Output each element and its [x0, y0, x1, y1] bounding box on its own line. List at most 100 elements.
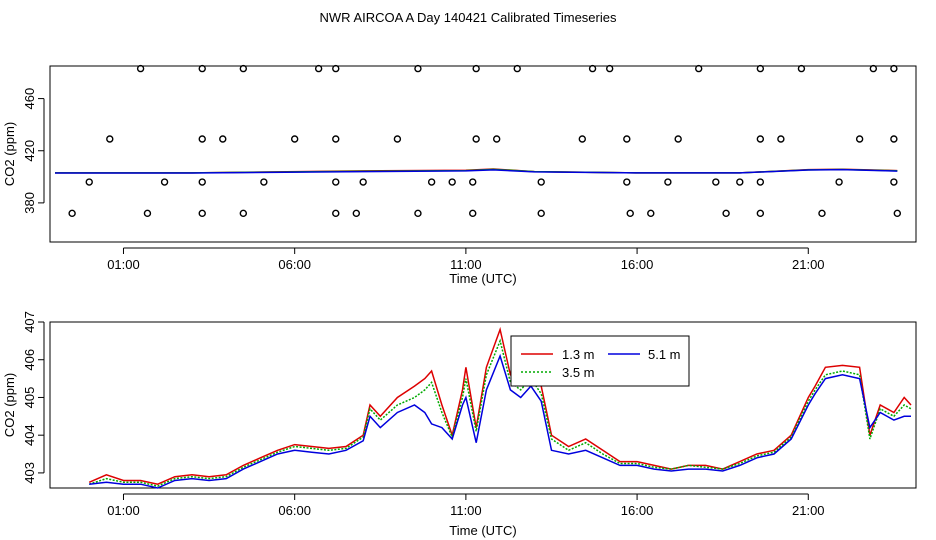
top-panel-x-tick-label: 06:00	[278, 257, 311, 272]
reference-point	[469, 178, 477, 186]
reference-point	[332, 64, 340, 73]
legend-label-1-3m: 1.3 m	[562, 347, 595, 362]
bottom-panel-x-tick-label: 11:00	[450, 503, 482, 518]
legend-label-3-5m: 3.5 m	[562, 365, 595, 380]
reference-point	[513, 64, 521, 73]
top-panel-y-tick-label: 380	[22, 192, 37, 214]
reference-point	[414, 209, 422, 218]
reference-point	[893, 209, 902, 218]
reference-point	[722, 209, 730, 218]
legend-label-5-1m: 5.1 m	[648, 347, 681, 362]
bottom-panel-y-label: CO2 (ppm)	[2, 373, 17, 437]
reference-point	[647, 209, 655, 218]
bottom-panel-x-axis: 01:00 06:00 11:00 16:00 21:00	[107, 493, 825, 518]
reference-point	[835, 178, 843, 186]
reference-point	[756, 135, 765, 143]
reference-point	[198, 209, 206, 218]
bottom-panel-frame	[49, 321, 917, 489]
reference-point	[855, 135, 864, 143]
reference-point	[290, 135, 299, 143]
top-panel-y-tick-label: 420	[22, 140, 37, 162]
reference-point	[198, 178, 206, 186]
reference-point	[68, 209, 76, 218]
reference-point	[260, 178, 268, 186]
reference-point	[623, 178, 631, 186]
reference-point	[143, 209, 152, 218]
top-panel-series-line-2	[55, 168, 898, 174]
reference-point	[756, 64, 765, 73]
top-panel-y-axis: 380 420 460	[22, 88, 45, 214]
reference-point	[626, 209, 634, 218]
bottom-panel-y-tick-label: 405	[22, 387, 37, 409]
reference-point	[448, 178, 456, 186]
top-panel: 01:00 06:00 11:00 16:00 21:00 380 420 460 Time…	[2, 64, 917, 286]
reference-point	[106, 135, 114, 143]
reference-point	[605, 64, 614, 73]
top-panel-y-label: CO2 (ppm)	[2, 122, 17, 186]
reference-point	[578, 135, 586, 143]
series-line-1-3-m	[88, 326, 912, 485]
top-panel-x-tick-label: 16:00	[621, 257, 654, 272]
reference-point	[198, 135, 206, 143]
top-panel-series	[55, 168, 898, 174]
reference-point	[712, 178, 720, 186]
reference-point	[472, 64, 480, 73]
reference-point	[219, 135, 227, 143]
reference-point	[359, 178, 367, 186]
reference-point	[136, 64, 145, 73]
top-panel-frame	[49, 65, 917, 243]
reference-point	[427, 178, 436, 186]
reference-point	[332, 209, 340, 218]
reference-point	[869, 64, 878, 73]
reference-point	[492, 135, 501, 143]
bottom-panel-x-label: Time (UTC)	[449, 523, 516, 538]
reference-point	[239, 209, 248, 218]
reference-point	[314, 64, 323, 73]
series-line-3-5-m	[88, 338, 912, 487]
reference-point	[890, 135, 898, 143]
reference-point	[537, 209, 545, 218]
bottom-panel-y-tick-label: 407	[22, 311, 37, 333]
reference-point	[623, 135, 631, 143]
bottom-panel-y-axis: 403 404 405 406 407	[22, 311, 45, 484]
reference-point	[198, 64, 206, 73]
series-line-5-1-m	[89, 353, 911, 489]
reference-point	[588, 64, 597, 73]
bottom-panel-x-tick-label: 16:00	[621, 503, 654, 518]
top-panel-x-tick-label: 01:00	[107, 257, 140, 272]
reference-point	[777, 135, 785, 143]
reference-point	[890, 64, 898, 73]
reference-point	[756, 209, 765, 218]
reference-point	[332, 178, 340, 186]
reference-point	[695, 64, 703, 73]
legend: 1.3 m 3.5 m 5.1 m	[510, 335, 690, 387]
reference-point	[890, 178, 898, 186]
reference-point	[664, 178, 672, 186]
reference-point	[393, 135, 402, 143]
reference-point	[756, 178, 765, 186]
bottom-panel-y-tick-label: 406	[22, 349, 37, 371]
reference-point	[818, 209, 826, 218]
reference-point	[352, 209, 361, 218]
top-panel-reference-points	[68, 64, 902, 218]
reference-point	[160, 178, 169, 186]
reference-point	[736, 178, 744, 186]
top-panel-x-axis: 01:00 06:00 11:00 16:00 21:00	[107, 247, 825, 272]
top-panel-x-tick-label: 11:00	[450, 257, 482, 272]
reference-point	[332, 135, 340, 143]
bottom-panel-x-tick-label: 06:00	[278, 503, 311, 518]
top-panel-y-tick-label: 460	[22, 88, 37, 110]
top-panel-x-label: Time (UTC)	[449, 271, 516, 286]
bottom-panel-x-tick-label: 21:00	[792, 503, 825, 518]
bottom-panel-y-tick-label: 404	[22, 424, 37, 446]
bottom-panel-series	[88, 326, 912, 489]
reference-point	[674, 135, 682, 143]
chart-title: NWR AIRCOA A Day 140421 Calibrated Times…	[320, 10, 617, 25]
reference-point	[414, 64, 422, 73]
bottom-panel: 01:00 06:00 11:00 16:00 21:00 40340440540640…	[2, 311, 917, 538]
bottom-panel-y-tick-label: 403	[22, 462, 37, 484]
reference-point	[85, 178, 93, 186]
reference-point	[469, 209, 477, 218]
legend-box	[510, 335, 690, 387]
